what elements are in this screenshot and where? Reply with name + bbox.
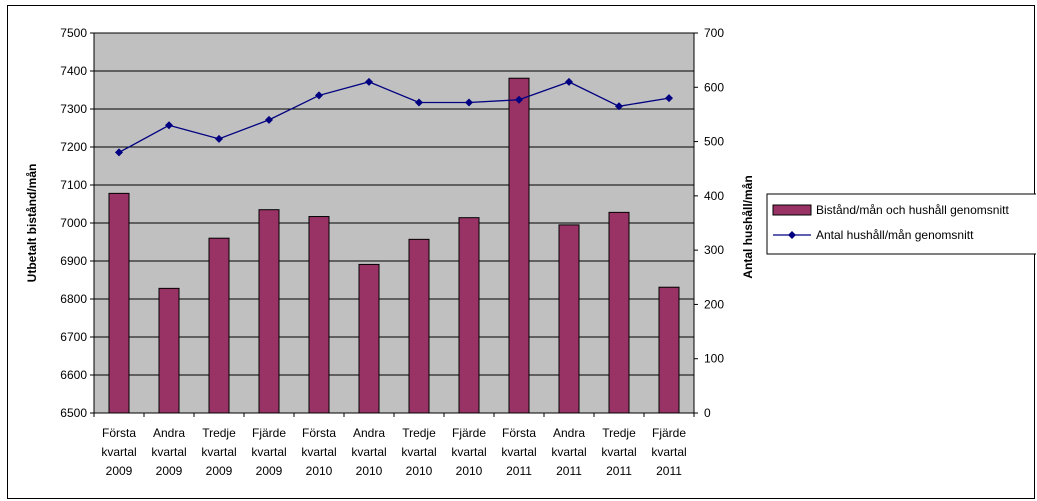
y2-tick-label: 0 xyxy=(704,406,711,420)
line-point xyxy=(315,91,323,100)
line-point xyxy=(165,121,173,130)
legend: Bistånd/mån och hushåll genomsnitt Antal… xyxy=(766,193,1036,255)
y2-tick-label: 300 xyxy=(704,243,724,257)
legend-bar-swatch xyxy=(772,204,812,216)
bar xyxy=(258,209,280,414)
y2-tick-label: 400 xyxy=(704,189,724,203)
bar xyxy=(308,216,330,414)
y-tick-label: 7100 xyxy=(60,178,87,192)
line-point xyxy=(365,77,373,86)
x-tick-label: Första kvartal 2010 xyxy=(301,426,336,478)
line-point xyxy=(415,98,423,107)
y-tick-label: 7300 xyxy=(60,102,87,116)
line-point xyxy=(465,98,473,107)
x-tick-label: Tredje kvartal 2009 xyxy=(201,426,236,478)
y-tick-label: 7500 xyxy=(60,26,87,40)
x-tick-label: Första kvartal 2011 xyxy=(501,426,536,478)
x-tick-label: Andra kvartal 2010 xyxy=(351,426,386,478)
y-tick-label: 7400 xyxy=(60,64,87,78)
legend-box xyxy=(766,193,1036,255)
x-tick-label: Första kvartal 2009 xyxy=(101,426,136,478)
legend-bar-label: Bistånd/mån och hushåll genomsnitt xyxy=(816,203,1009,217)
line-point xyxy=(615,102,623,111)
y2-tick-label: 600 xyxy=(704,80,724,94)
y-tick-label: 6900 xyxy=(60,254,87,268)
line-point xyxy=(265,115,273,124)
y2-tick-label: 200 xyxy=(704,297,724,311)
bar xyxy=(508,77,530,414)
line-point xyxy=(215,134,223,143)
y-tick-label: 7200 xyxy=(60,140,87,154)
bar xyxy=(158,287,180,414)
y-axis-title: Utbetalt bistånd/mån xyxy=(25,164,39,283)
line-point xyxy=(115,148,123,157)
bar xyxy=(408,238,430,414)
axes: 6500660067006800690070007100720073007400… xyxy=(60,26,724,478)
bar xyxy=(558,224,580,414)
series-line xyxy=(118,81,670,153)
bar-series xyxy=(108,77,680,414)
line-point xyxy=(665,94,673,103)
bar xyxy=(658,286,680,414)
x-tick-label: Andra kvartal 2009 xyxy=(151,426,186,478)
combo-chart: 6500660067006800690070007100720073007400… xyxy=(25,26,1036,478)
y2-tick-label: 700 xyxy=(704,26,724,40)
y2-tick-label: 100 xyxy=(704,352,724,366)
x-tick-label: Tredje kvartal 2010 xyxy=(401,426,436,478)
y-tick-label: 7000 xyxy=(60,216,87,230)
y2-axis-title: Antal hushåll/mån xyxy=(741,175,755,278)
bar xyxy=(608,211,630,414)
x-tick-label: Fjärde kvartal 2011 xyxy=(651,426,686,478)
x-tick-label: Fjärde kvartal 2009 xyxy=(251,426,286,478)
legend-line-marker xyxy=(788,231,796,239)
legend-line-label: Antal hushåll/mån genomsnitt xyxy=(816,228,974,242)
y-tick-label: 6600 xyxy=(60,368,87,382)
x-tick-label: Andra kvartal 2011 xyxy=(551,426,586,478)
bar xyxy=(108,192,130,414)
y-tick-label: 6700 xyxy=(60,330,87,344)
bar xyxy=(208,237,230,414)
y2-tick-label: 500 xyxy=(704,135,724,149)
bar xyxy=(358,263,380,414)
line-series xyxy=(115,77,673,157)
y-tick-label: 6500 xyxy=(60,406,87,420)
line-point xyxy=(565,77,573,86)
bar xyxy=(458,217,480,414)
y-tick-label: 6800 xyxy=(60,292,87,306)
line-point xyxy=(515,95,523,104)
x-tick-label: Fjärde kvartal 2010 xyxy=(451,426,486,478)
x-tick-label: Tredje kvartal 2011 xyxy=(601,426,636,478)
chart-frame: 6500 6600 6700 6800 6900 7000 7100 7200 7300 7400… xyxy=(7,5,1036,499)
